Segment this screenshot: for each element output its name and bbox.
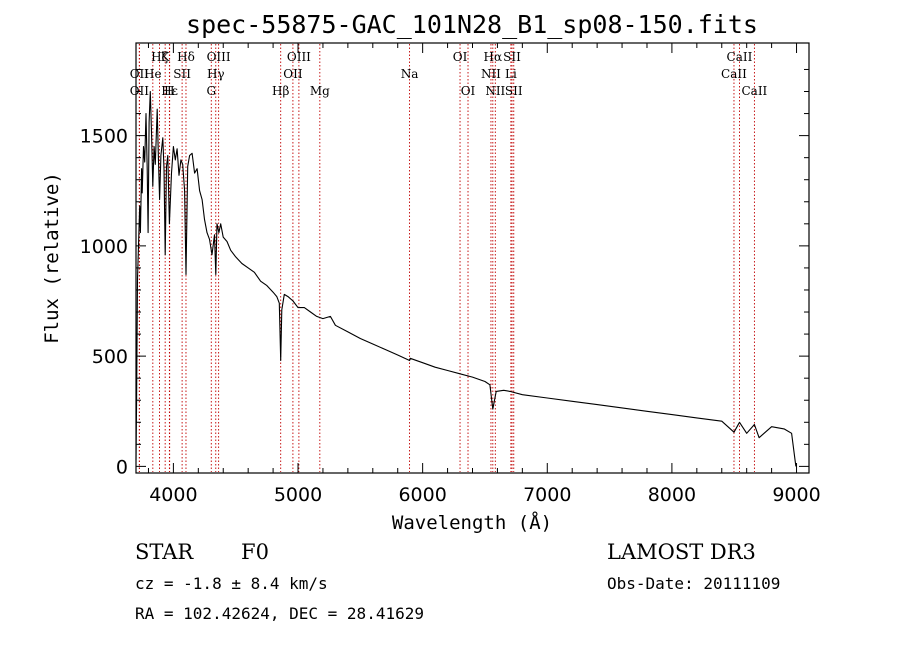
spectral-line-label: Hε	[161, 84, 178, 98]
spectral-line-markers	[138, 44, 755, 472]
y-axis-label: Flux (relative)	[41, 172, 63, 344]
spectral-line-label: CaII	[721, 67, 747, 81]
x-tick-label: 4000	[149, 484, 197, 506]
spectral-line-label: SII	[173, 67, 191, 81]
x-tick-label: 7000	[523, 484, 571, 506]
x-tick-label: 6000	[398, 484, 446, 506]
object-class: STAR	[135, 540, 194, 564]
spectral-line-label: Hβ	[272, 84, 289, 98]
spectral-line-label: SII	[505, 84, 523, 98]
x-tick-label: 8000	[648, 484, 696, 506]
spectral-line-label: OI	[461, 84, 476, 98]
spectrum-series-line	[135, 90, 797, 467]
spectral-line-label: OII	[130, 67, 150, 81]
observation-date: Obs-Date: 20111109	[607, 574, 781, 593]
spectral-line-label: He	[144, 67, 162, 81]
axis-tick-labels: 4000 5000 6000 7000 8000 9000 0 500 1000 1500	[80, 126, 821, 506]
spectral-line-label: NII	[485, 84, 505, 98]
spectral-line-label: Mg	[310, 84, 330, 98]
spectral-line-label: Hγ	[207, 67, 225, 81]
spectral-line-label: Hα	[484, 50, 503, 64]
spectral-line-label: Hζ	[151, 50, 168, 64]
spectral-line-label: G	[206, 84, 216, 98]
x-tick-label: 5000	[274, 484, 322, 506]
y-tick-label: 1000	[80, 236, 128, 258]
spectral-line-label: CaII	[741, 84, 767, 98]
redshift-velocity: cz = -1.8 ± 8.4 km/s	[135, 574, 328, 593]
x-tick-label: 9000	[772, 484, 820, 506]
axis-ticks	[136, 43, 809, 473]
spectral-line-label: OII	[283, 67, 303, 81]
y-tick-label: 1500	[80, 126, 128, 148]
spectral-line-label: Hδ	[177, 50, 195, 64]
y-tick-label: 0	[116, 456, 128, 478]
spectral-line-label: OIII	[287, 50, 311, 64]
object-subclass: F0	[241, 540, 269, 564]
x-axis-label: Wavelength (Å)	[392, 511, 552, 534]
survey-name: LAMOST DR3	[607, 540, 756, 564]
spectral-line-label: CaII	[727, 50, 753, 64]
sky-coordinates: RA = 102.42624, DEC = 28.41629	[135, 604, 424, 623]
spectral-line-label: Li	[505, 67, 517, 81]
spectral-line-label: NII	[481, 67, 501, 81]
spectral-line-label: OI	[453, 50, 468, 64]
spectral-line-label: Na	[401, 67, 419, 81]
spectral-line-label: OII	[130, 84, 150, 98]
spectral-line-label: K	[161, 50, 171, 64]
chart-title: spec-55875-GAC_101N28_B1_sp08-150.fits	[186, 10, 758, 39]
spectral-line-label: H	[164, 84, 174, 98]
spectral-line-label: OIII	[207, 50, 231, 64]
spectral-line-label: SII	[503, 50, 521, 64]
y-tick-label: 500	[92, 346, 128, 368]
